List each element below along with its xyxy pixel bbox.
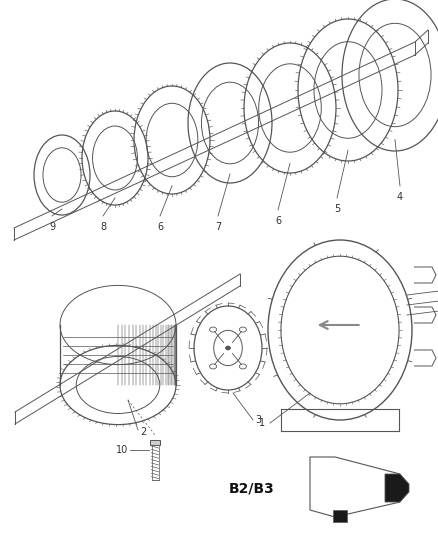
Text: 4: 4 — [397, 192, 403, 202]
Text: 3: 3 — [255, 415, 261, 425]
Text: 8: 8 — [100, 222, 106, 232]
Text: 5: 5 — [334, 204, 340, 214]
Text: 9: 9 — [49, 222, 55, 232]
Text: 6: 6 — [157, 222, 163, 232]
Polygon shape — [385, 474, 409, 502]
Text: 6: 6 — [275, 216, 281, 226]
Text: 1: 1 — [259, 418, 265, 428]
Text: B2/B3: B2/B3 — [229, 481, 275, 495]
Text: 2: 2 — [140, 427, 146, 437]
Polygon shape — [150, 440, 160, 445]
Ellipse shape — [226, 346, 230, 350]
Text: 7: 7 — [215, 222, 221, 232]
Polygon shape — [333, 510, 347, 522]
Text: 10: 10 — [116, 445, 128, 455]
